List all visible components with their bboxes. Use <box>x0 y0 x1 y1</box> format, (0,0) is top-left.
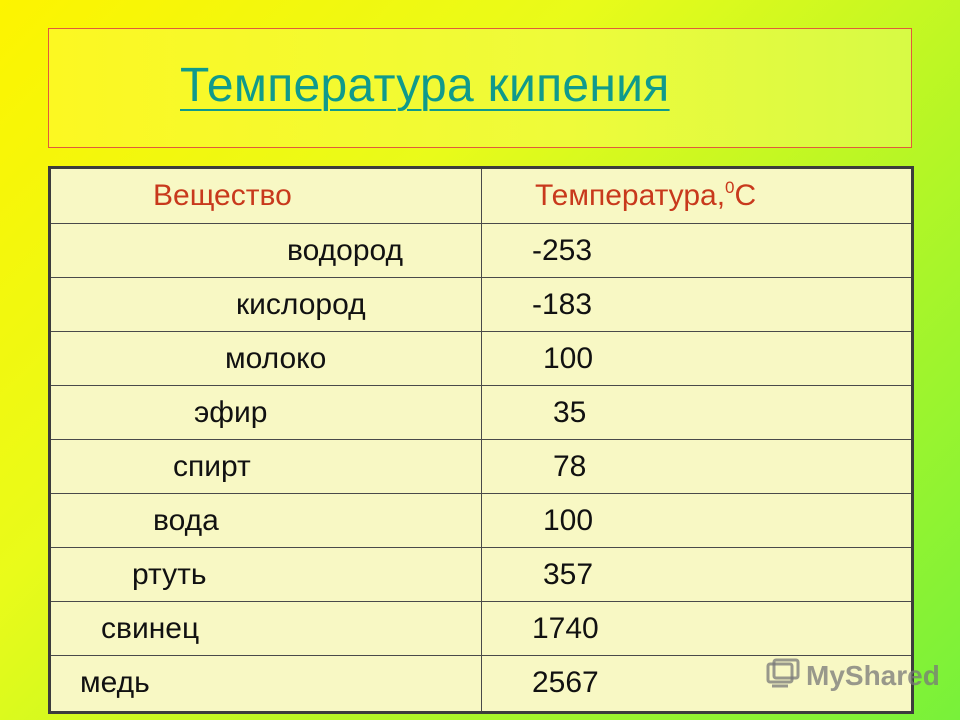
table-row: водород -253 <box>51 223 911 277</box>
header-unit: С <box>734 179 757 212</box>
temperature-cell: 100 <box>543 341 594 375</box>
substance-cell: медь <box>80 665 150 699</box>
temperature-cell: 1740 <box>532 611 599 645</box>
temperature-cell: -183 <box>532 287 593 321</box>
table-row: свинец 1740 <box>51 601 911 655</box>
table-row: кислород -183 <box>51 277 911 331</box>
temperature-cell: -253 <box>532 233 593 267</box>
boiling-point-table: Вещество Температура,0С водород -253 кис… <box>48 166 914 714</box>
column-divider <box>481 169 482 711</box>
table-row: вода 100 <box>51 493 911 547</box>
temperature-cell: 100 <box>543 503 594 537</box>
myshared-watermark: MyShared <box>766 658 940 693</box>
header-substance: Вещество <box>153 179 292 212</box>
temperature-cell: 35 <box>553 395 587 429</box>
header-temperature: Температура,0С <box>535 178 757 212</box>
myshared-logo-icon <box>766 658 800 693</box>
table-row: спирт 78 <box>51 439 911 493</box>
table-header-row: Вещество Температура,0С <box>51 169 911 223</box>
table-row: молоко 100 <box>51 331 911 385</box>
substance-cell: ртуть <box>132 557 207 591</box>
table-row: медь 2567 <box>51 655 911 709</box>
header-temperature-label: Температура, <box>535 179 726 212</box>
table-row: ртуть 357 <box>51 547 911 601</box>
temperature-cell: 2567 <box>532 665 599 699</box>
title-box <box>48 28 912 148</box>
substance-cell: свинец <box>101 611 200 645</box>
temperature-cell: 78 <box>553 449 587 483</box>
substance-cell: спирт <box>173 449 251 483</box>
substance-cell: кислород <box>236 287 366 321</box>
substance-cell: молоко <box>225 341 327 375</box>
header-degree-sup: 0 <box>725 178 735 197</box>
table-row: эфир 35 <box>51 385 911 439</box>
watermark-text: MyShared <box>806 659 940 691</box>
slide-title: Температура кипения <box>180 59 670 112</box>
substance-cell: водород <box>287 233 404 267</box>
temperature-cell: 357 <box>543 557 594 591</box>
substance-cell: вода <box>153 503 219 537</box>
substance-cell: эфир <box>194 395 268 429</box>
